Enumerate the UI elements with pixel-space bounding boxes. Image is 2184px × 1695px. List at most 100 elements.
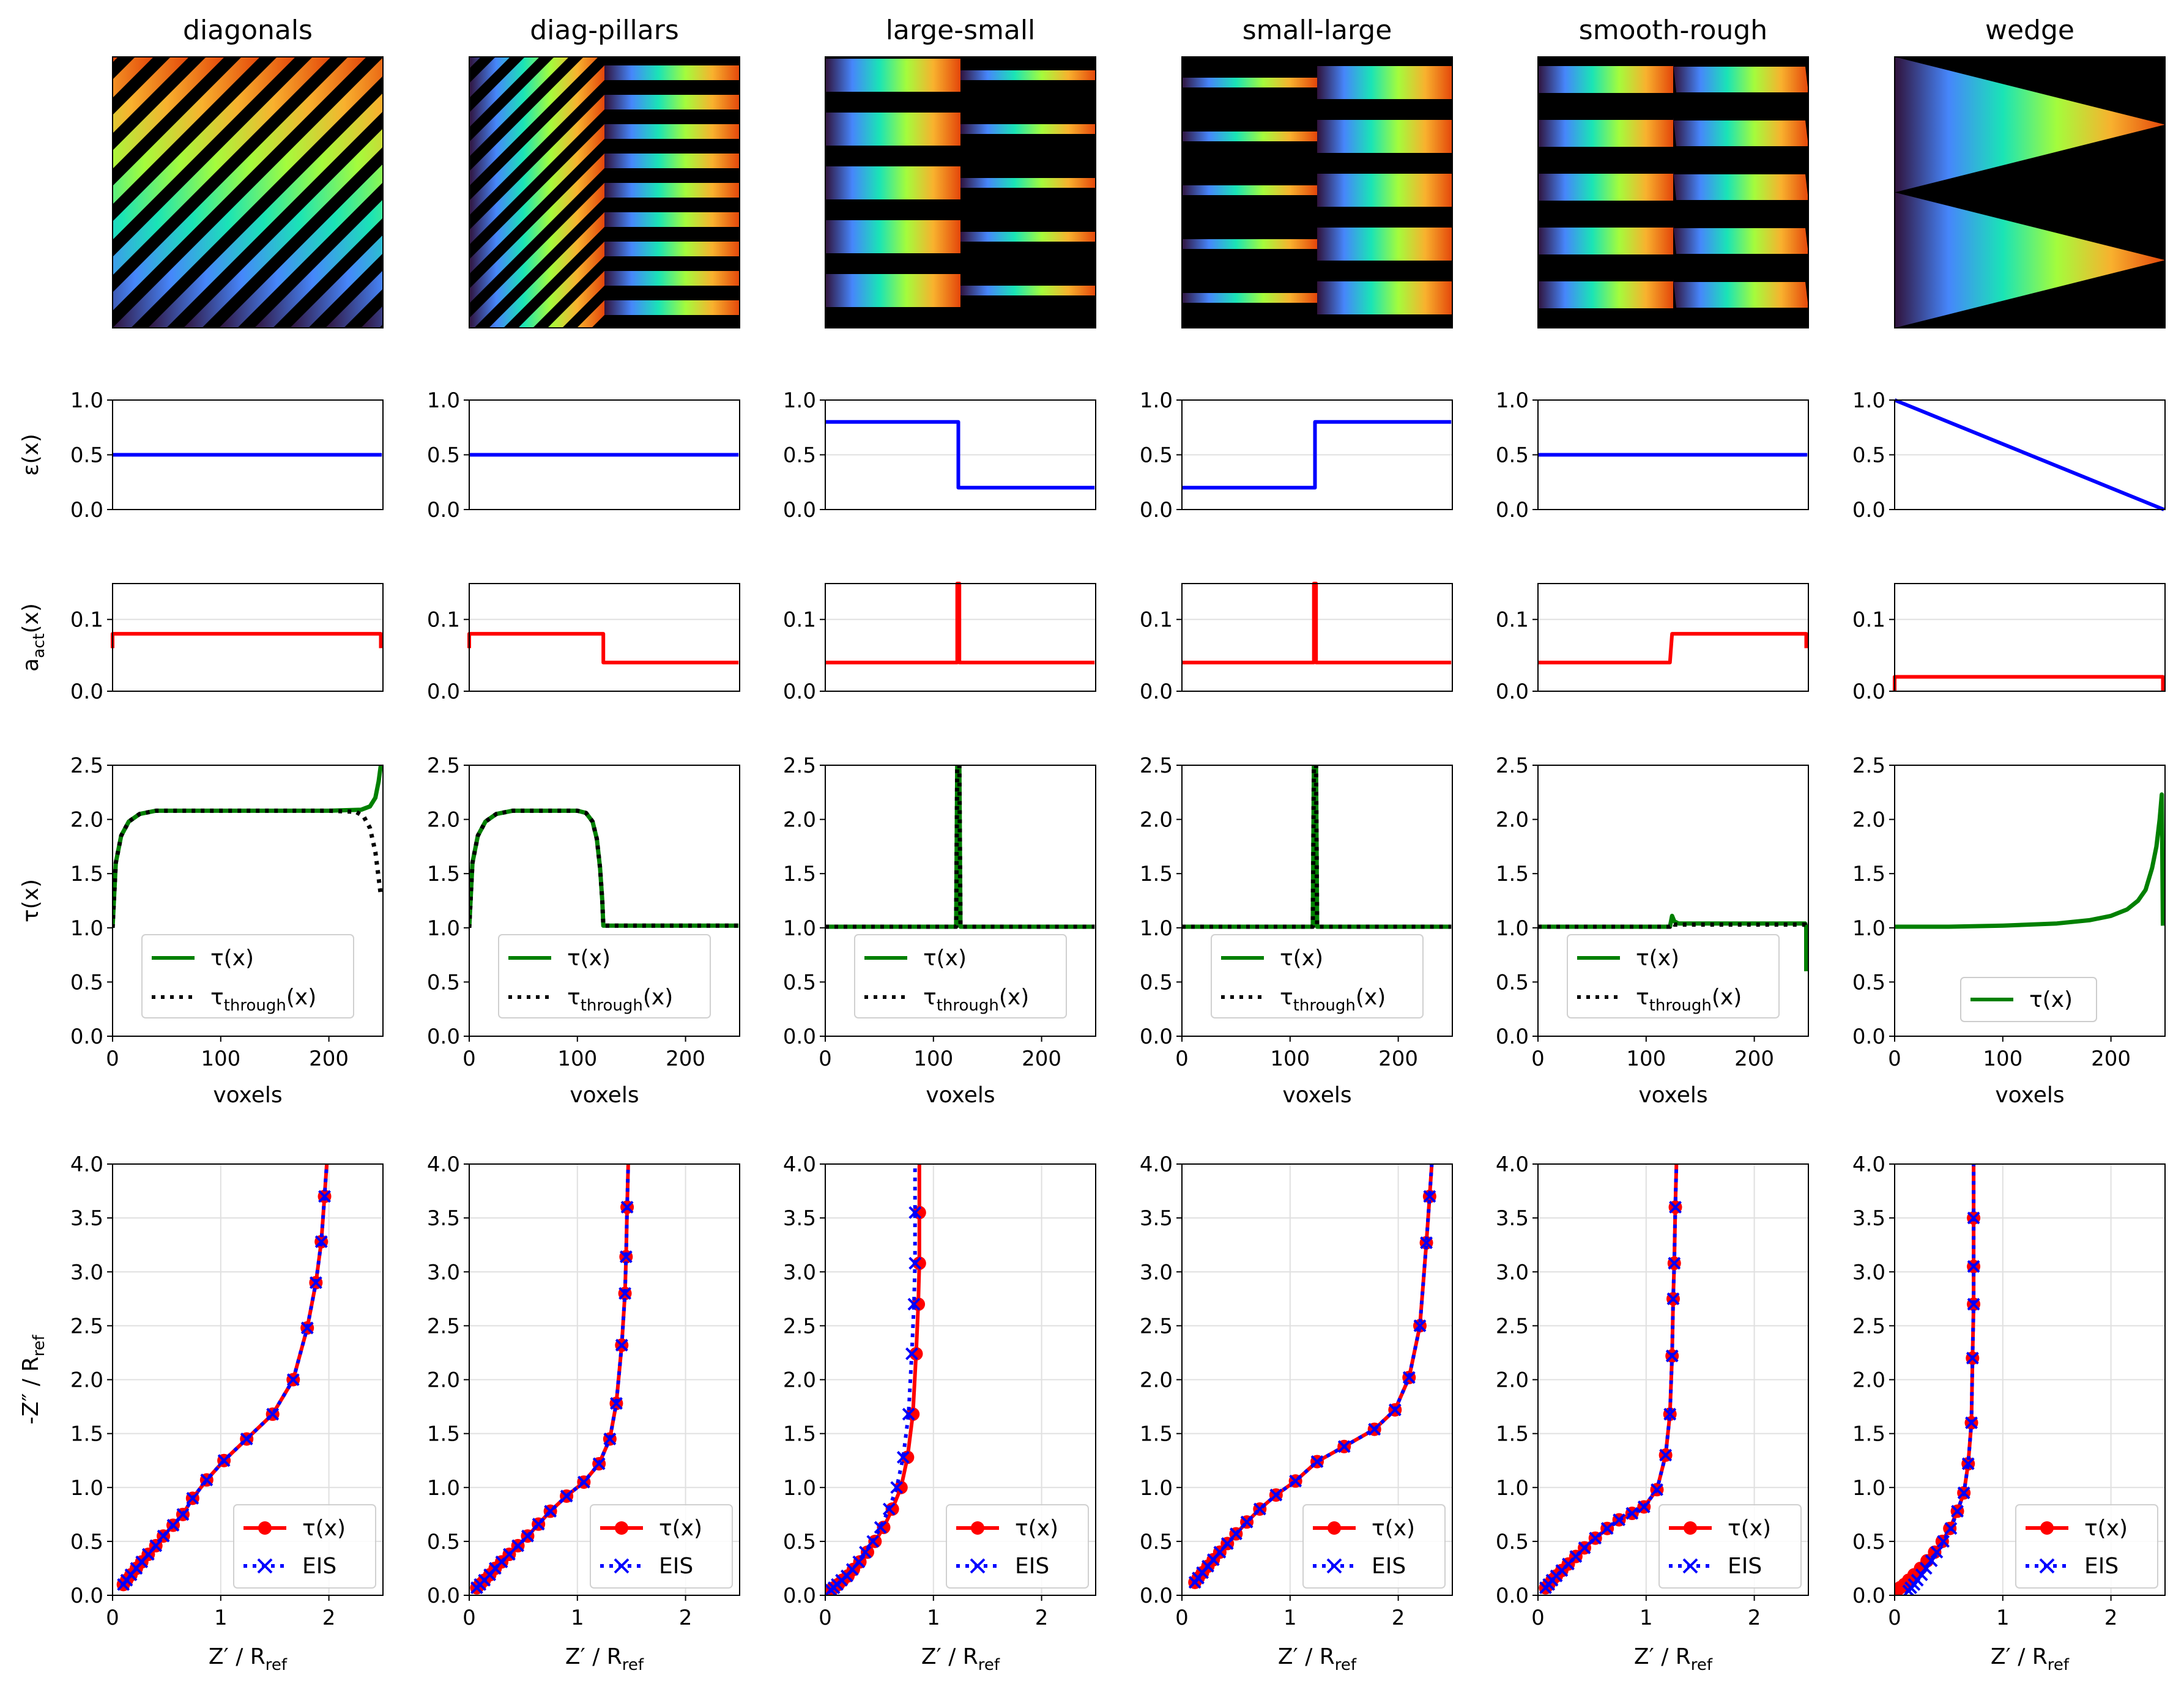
nyquist-eis-point [1669,1201,1682,1214]
voxels-axis-label: voxels [1995,1083,2064,1108]
epsilon-ytick-label: 1.0 [70,388,103,413]
tau-axes: 0.00.51.01.52.02.50 100 200voxelsτ(x)τthro… [427,754,740,1108]
label-part: ref [978,1656,1000,1674]
label-part: ref [1691,1656,1713,1674]
epsilon-ytick-label: 1.0 [1852,388,1885,413]
tau-ytick-label: 0.0 [783,1025,816,1049]
nyquist-eis-point [908,1206,922,1219]
nyquist-ytick-label: 0.5 [1140,1530,1173,1554]
nyquist-eis-point [1651,1483,1663,1496]
legend-eis-marker [614,1558,630,1574]
epsilon-ytick-label: 0.0 [1140,498,1173,522]
epsilon-ytick-label: 0.0 [70,498,103,522]
pore-band [469,154,604,303]
legend-box [141,934,354,1018]
a-act-axes: 0.0 0.1 [427,583,740,704]
nyquist-xtick-label: 0 [819,1606,832,1630]
label-part: (x) [999,985,1029,1010]
legend-through-label: τthrough(x) [923,985,1029,1015]
pore-band [604,212,740,227]
tau-frame [1537,765,1809,1037]
nyquist-ytick-label: 2.5 [1140,1314,1173,1338]
tau-xtick-label: 200 [1734,1047,1774,1071]
nyquist-eis-point [615,1338,628,1352]
tau-plot-area [113,765,383,928]
tau-axes: 0.00.51.01.52.02.50 100 200voxelsτ(x)τthro… [1496,754,1809,1108]
tau-xtick-label: 200 [666,1047,705,1071]
nyquist-eis-point [157,1529,170,1543]
nyquist-eis-point [1659,1448,1673,1462]
nyquist-xtick-label: 2 [1392,1606,1405,1630]
label-part: ref [30,1334,48,1356]
nyquist-eis-line [1907,1164,1976,1592]
nyquist-eis-point [1337,1440,1351,1453]
nyquist-ytick-label: 0.0 [783,1584,816,1608]
legend-tau-marker [971,1521,984,1535]
label-part: through [581,996,643,1015]
nyquist-xtick-label: 0 [1531,1606,1545,1630]
nyquist-ytick-label: 3.0 [1852,1260,1885,1285]
nyquist-xtick-label: 0 [1175,1606,1189,1630]
nyquist-eis-point [1665,1349,1679,1363]
nyquist-ytick-label: 0.5 [427,1530,460,1554]
nyquist-ytick-label: 3.0 [70,1260,103,1285]
legend-tau-label: τ(x) [1372,1516,1415,1541]
pore-band [604,154,740,168]
label-part: τ(x) [18,879,43,922]
small-pore [1182,78,1317,87]
nyquist-xtick-label: 1 [214,1606,228,1630]
label-part: τ [1280,985,1293,1010]
tau-ytick-label: 1.5 [427,862,460,886]
pore-band [469,0,604,10]
label-part: -Z″ / R [18,1357,43,1425]
nyquist-plot-area [825,1164,926,1595]
nyquist-ytick-label: 3.5 [70,1206,103,1231]
nyquist-eis-point [511,1539,524,1552]
legend-through-label: τthrough(x) [1280,985,1386,1015]
legend-tau-marker [615,1521,628,1535]
nyquist-eis-point [1420,1236,1433,1250]
nyquist-xtick-label: 1 [1283,1606,1297,1630]
label-part: ref [2048,1656,2070,1674]
label-part: (x) [286,985,316,1010]
nyquist-ytick-label: 1.0 [1140,1476,1173,1500]
image-frame [825,56,1096,328]
nyquist-axes: 0.0 0.5 1.0 1.5 2.0 2.5 3.0 3.5 4.0 0 1 2 Z′ / Rref τ… [1140,1152,1453,1674]
structure-image [1895,57,2165,328]
rough-pore [1673,117,1808,146]
smooth-pore [1538,228,1673,254]
nyquist-xtick-label: 1 [571,1606,584,1630]
a-act-axes: 0.0 0.1 [1852,583,2166,704]
tau-xtick-label: 200 [1022,1047,1061,1071]
pore-band [469,388,604,538]
nyquist-eis-point [890,1481,904,1494]
large-pore [1317,228,1452,261]
legend-tau-label: τ(x) [302,1516,346,1541]
pore-band [604,124,740,139]
a-act-line [1538,632,1808,665]
structure-image [825,57,1096,328]
nyquist-x-axis-label: Z′ / Rref [565,1644,644,1674]
nyquist-xtick-label: 0 [1888,1606,1901,1630]
label-part: Z′ / R [209,1644,266,1669]
panel-column-diagonals: diagonals 0.0 0.5 1.0 0.0 0.1 0.0 0.5 1.0 1.5 2.0 2… [70,15,384,1674]
tau-xtick-label: 100 [1270,1047,1310,1071]
rough-pore [1673,64,1808,92]
nyquist-eis-point [240,1433,253,1445]
legend-tau-marker [1684,1521,1697,1535]
structure-image [113,57,383,328]
label-part: (x) [1712,985,1742,1010]
tau-line [1538,913,1808,971]
legend-box [1960,977,2097,1022]
structure-image [469,0,740,538]
legend-box [854,934,1067,1018]
epsilon-line [1893,398,2165,511]
tau-xtick-label: 100 [1626,1047,1666,1071]
nyquist-ytick-label: 2.5 [427,1314,460,1338]
epsilon-axes: 0.0 0.5 1.0 [427,388,740,522]
epsilon-ytick-label: 0.5 [1852,443,1885,468]
pore-band [469,330,604,480]
nyquist-xtick-label: 0 [106,1606,119,1630]
legend-eis-label: EIS [302,1554,336,1579]
smooth-pore [1538,281,1673,308]
